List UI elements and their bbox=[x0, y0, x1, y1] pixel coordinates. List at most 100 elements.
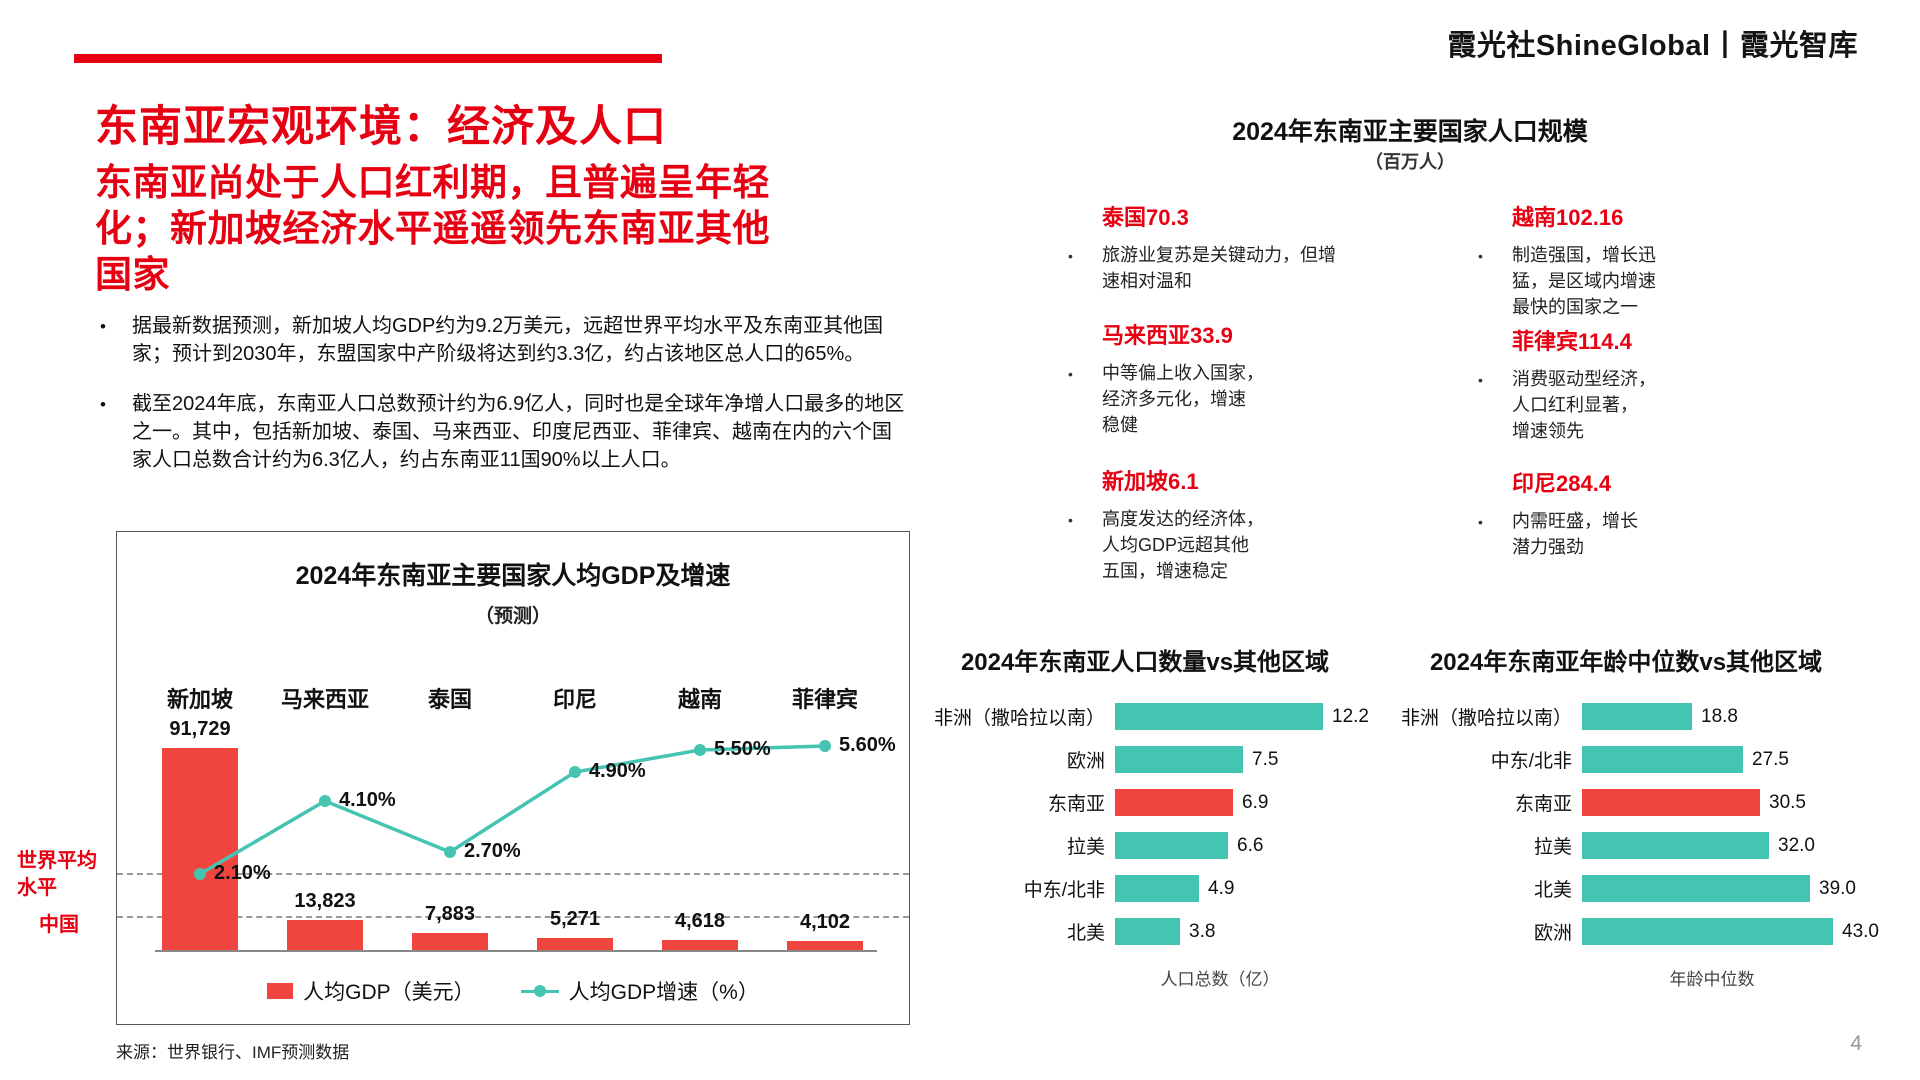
country-desc: • 内需旺盛，增长 潜力强劲 bbox=[1478, 511, 1638, 557]
gdp-chart-plot: 新加坡 91,729 马来西亚 13,823 泰国 7,883 印尼 5,271 越南 4,618… bbox=[117, 532, 909, 1024]
population-count-axis-label: 人口总数（亿） bbox=[1160, 970, 1280, 989]
china-dashed-line bbox=[117, 916, 909, 918]
bullet-text: 截至2024年底，东南亚人口总数预计约为6.9亿人，同时也是全球年净增人口最多的… bbox=[132, 393, 905, 471]
hbar-value-label: 39.0 bbox=[1819, 877, 1856, 899]
hbar-category-label: 欧洲 bbox=[1066, 751, 1105, 772]
hbar-bar bbox=[1115, 875, 1199, 902]
hbar-row: 欧洲 43.0 bbox=[1372, 910, 1880, 953]
bullet-dot: • bbox=[1068, 512, 1073, 528]
bullet-dot: • bbox=[1478, 248, 1483, 264]
hbar-category-label: 欧洲 bbox=[1533, 923, 1572, 944]
bullet-dot: • bbox=[1068, 248, 1073, 264]
world-average-label: 世界平均水平 bbox=[17, 850, 97, 899]
hbar-bar bbox=[1582, 832, 1769, 859]
bullet-dot: • bbox=[100, 395, 106, 414]
hbar-bar bbox=[1582, 875, 1810, 902]
hbar-value-label: 6.6 bbox=[1237, 834, 1264, 856]
country-name-value: 马来西亚33.9 bbox=[1102, 323, 1233, 348]
page-title: 东南亚宏观环境：经济及人口 bbox=[95, 103, 667, 151]
hbar-value-label: 30.5 bbox=[1769, 791, 1806, 813]
world-average-dashed-line bbox=[117, 873, 909, 875]
hbar-row: 北美 39.0 bbox=[1372, 867, 1880, 910]
gdp-bar bbox=[412, 933, 488, 950]
hbar-category-label: 中东/北非 bbox=[1490, 751, 1572, 772]
page-number: 4 bbox=[1850, 1032, 1862, 1055]
hbar-row: 拉美 6.6 bbox=[905, 824, 1385, 867]
hbar-bar-highlight bbox=[1582, 789, 1760, 816]
hbar-value-label: 32.0 bbox=[1778, 834, 1815, 856]
country-name-value: 越南102.16 bbox=[1512, 205, 1624, 230]
hbar-row: 中东/北非 4.9 bbox=[905, 867, 1385, 910]
median-age-chart-title: 2024年东南亚年龄中位数vs其他区域 bbox=[1429, 649, 1823, 676]
x-axis-line bbox=[155, 950, 877, 952]
hbar-value-label: 43.0 bbox=[1842, 920, 1879, 942]
country-entry-philippines: 菲律宾114.4 • 消费驱动型经济， 人口红利显著， 增速领先 bbox=[1478, 324, 1762, 444]
country-entry-singapore: 新加坡6.1 • 高度发达的经济体， 人均GDP远超其他 五国，增速稳定 bbox=[1068, 464, 1352, 584]
hbar-value-label: 4.9 bbox=[1208, 877, 1235, 899]
hbar-row: 东南亚 6.9 bbox=[905, 781, 1385, 824]
gdp-chart-panel: 2024年东南亚主要国家人均GDP及增速 （预测） 新加坡 91,729 马来西亚 1… bbox=[17, 531, 910, 1025]
hbar-category-label: 中东/北非 bbox=[1023, 880, 1105, 901]
hbar-value-label: 18.8 bbox=[1701, 705, 1738, 727]
legend-gdp-bar: 人均GDP（美元） bbox=[267, 976, 475, 1006]
hbar-category-label: 东南亚 bbox=[1514, 794, 1572, 815]
gdp-bar-value: 13,823 bbox=[294, 890, 356, 912]
bullet-text: 据最新数据预测，新加坡人均GDP约为9.2万美元，远超世界平均水平及东南亚其他国… bbox=[132, 315, 884, 365]
population-count-chart: 2024年东南亚人口数量vs其他区域 非洲（撒哈拉以南） 12.2 欧洲 7.5 东南亚… bbox=[905, 642, 1385, 990]
hbar-row: 东南亚 30.5 bbox=[1372, 781, 1880, 824]
population-count-chart-title: 2024年东南亚人口数量vs其他区域 bbox=[960, 649, 1330, 676]
hbar-row: 非洲（撒哈拉以南） 18.8 bbox=[1372, 695, 1880, 738]
country-desc: • 消费驱动型经济， 人口红利显著， 增速领先 bbox=[1478, 369, 1656, 441]
gdp-chart-legend: 人均GDP（美元） 人均GDP增速（%） bbox=[117, 976, 909, 1006]
hbar-value-label: 12.2 bbox=[1332, 705, 1369, 727]
page-subtitle: 东南亚尚处于人口红利期，且普遍呈年轻化；新加坡经济水平遥遥领先东南亚其他国家 bbox=[95, 162, 770, 295]
country-name-value: 新加坡6.1 bbox=[1102, 469, 1199, 494]
hbar-bar bbox=[1582, 703, 1692, 730]
hbar-category-label: 拉美 bbox=[1533, 837, 1572, 858]
country-entry-indonesia: 印尼284.4 • 内需旺盛，增长 潜力强劲 bbox=[1478, 466, 1762, 560]
bullet-dot: • bbox=[100, 317, 106, 336]
red-bar-swatch-icon bbox=[267, 983, 294, 999]
hbar-bar bbox=[1115, 703, 1323, 730]
hbar-category-label: 拉美 bbox=[1066, 837, 1105, 858]
gdp-chart-title: 2024年东南亚主要国家人均GDP及增速 bbox=[295, 562, 731, 590]
growth-point-label: 2.10% bbox=[214, 862, 271, 884]
hbar-category-label: 东南亚 bbox=[1047, 794, 1105, 815]
growth-point-label: 5.60% bbox=[839, 734, 896, 756]
country-entry-thailand: 泰国70.3 • 旅游业复苏是关键动力，但增 速相对温和 bbox=[1068, 200, 1352, 294]
country-name-value: 菲律宾114.4 bbox=[1512, 329, 1632, 354]
country-entry-vietnam: 越南102.16 • 制造强国，增长迅 猛，是区域内增速 最快的国家之一 bbox=[1478, 200, 1762, 320]
bullet-dot: • bbox=[1068, 366, 1073, 382]
gdp-bar-value: 4,618 bbox=[674, 910, 726, 932]
gdp-category-label: 菲律宾 bbox=[791, 687, 858, 712]
median-age-axis-label: 年龄中位数 bbox=[1669, 970, 1755, 989]
hbar-category-label: 非洲（撒哈拉以南） bbox=[1400, 708, 1572, 729]
hbar-bar bbox=[1115, 746, 1243, 773]
growth-point-label: 2.70% bbox=[464, 840, 521, 862]
brand-logo: 霞光社ShineGlobal丨霞光智库 bbox=[1447, 30, 1858, 62]
median-age-chart: 2024年东南亚年龄中位数vs其他区域 非洲（撒哈拉以南） 18.8 中东/北非 27… bbox=[1372, 642, 1880, 990]
hbar-value-label: 6.9 bbox=[1242, 791, 1269, 813]
hbar-value-label: 27.5 bbox=[1752, 748, 1789, 770]
teal-line-dot-swatch-icon bbox=[520, 983, 559, 999]
gdp-category-label: 泰国 bbox=[427, 687, 472, 712]
hbar-bar bbox=[1115, 918, 1180, 945]
country-desc: • 旅游业复苏是关键动力，但增 速相对温和 bbox=[1068, 245, 1336, 291]
growth-point-label: 4.10% bbox=[339, 789, 396, 811]
hbar-row: 欧洲 7.5 bbox=[905, 738, 1385, 781]
hbar-bar bbox=[1582, 746, 1743, 773]
gdp-bar-value: 7,883 bbox=[424, 903, 476, 925]
hbar-row: 中东/北非 27.5 bbox=[1372, 738, 1880, 781]
legend-growth-label: 人均GDP增速（%） bbox=[568, 981, 759, 1004]
bullet-item: • 截至2024年底，东南亚人口总数预计约为6.9亿人，同时也是全球年净增人口最… bbox=[100, 390, 910, 474]
hbar-value-label: 3.8 bbox=[1189, 920, 1216, 942]
accent-bar bbox=[74, 54, 662, 63]
china-label: 中国 bbox=[39, 914, 79, 936]
median-age-chart-rows: 非洲（撒哈拉以南） 18.8 中东/北非 27.5 东南亚 30.5 拉美 32.0 北美 39.… bbox=[1372, 695, 1880, 953]
gdp-category-label: 新加坡 bbox=[166, 687, 233, 712]
gdp-bar bbox=[662, 940, 738, 950]
gdp-bar bbox=[287, 920, 363, 950]
bullet-item: • 据最新数据预测，新加坡人均GDP约为9.2万美元，远超世界平均水平及东南亚其… bbox=[100, 312, 910, 368]
gdp-bar-value: 91,729 bbox=[169, 718, 231, 740]
population-count-chart-rows: 非洲（撒哈拉以南） 12.2 欧洲 7.5 东南亚 6.9 拉美 6.6 中东/北非 4.9 北美 3… bbox=[905, 695, 1385, 953]
